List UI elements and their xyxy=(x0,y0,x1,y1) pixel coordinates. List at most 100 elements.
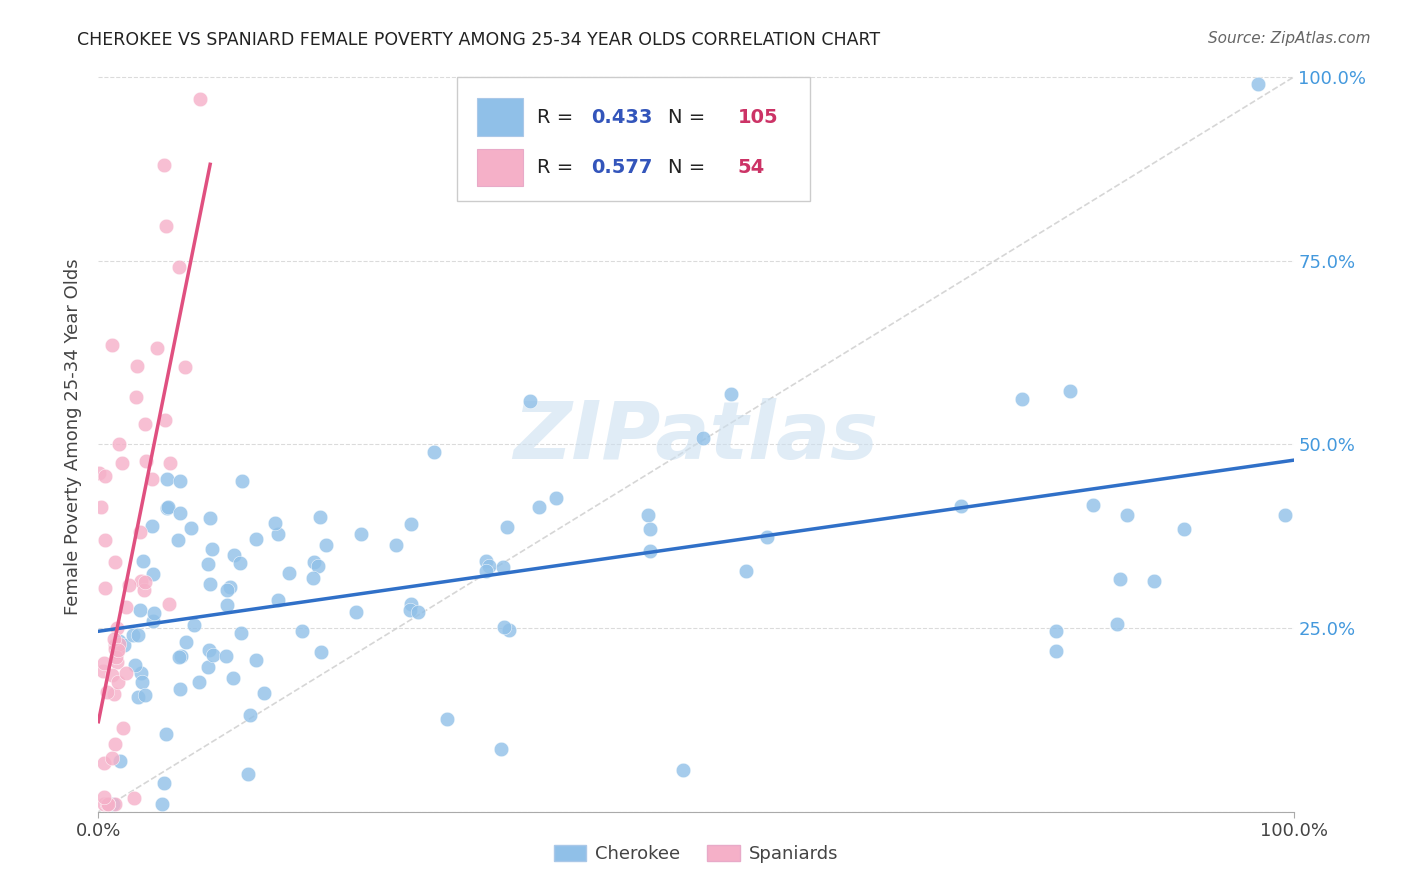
Point xyxy=(155,219,177,234)
Point xyxy=(637,508,659,523)
Point xyxy=(107,637,129,651)
Point xyxy=(103,632,125,646)
Point xyxy=(229,626,252,640)
Point xyxy=(142,614,165,628)
Point xyxy=(169,681,191,696)
Point xyxy=(131,675,153,690)
Point xyxy=(97,797,120,812)
Point xyxy=(949,500,972,514)
Point xyxy=(167,260,190,274)
Point xyxy=(143,606,166,620)
Point xyxy=(734,564,756,578)
Point xyxy=(307,558,329,573)
Point xyxy=(290,624,312,639)
Text: 105: 105 xyxy=(738,108,779,127)
Point xyxy=(105,645,128,659)
Point xyxy=(217,583,239,598)
Point xyxy=(89,466,111,480)
Point xyxy=(128,602,150,616)
Point xyxy=(104,638,127,652)
Point xyxy=(638,544,661,558)
Point xyxy=(529,500,551,514)
Point xyxy=(93,790,115,805)
Point xyxy=(159,456,181,470)
Point xyxy=(1143,574,1166,588)
Point xyxy=(107,437,129,451)
Point xyxy=(1045,644,1067,658)
Y-axis label: Female Poverty Among 25-34 Year Olds: Female Poverty Among 25-34 Year Olds xyxy=(65,259,83,615)
Point xyxy=(498,624,520,638)
Point xyxy=(1107,617,1129,632)
Point xyxy=(253,685,276,699)
Point xyxy=(96,797,118,812)
Point xyxy=(105,621,128,635)
Point xyxy=(399,603,422,617)
Point xyxy=(756,530,779,544)
Point xyxy=(1045,624,1067,638)
Point xyxy=(344,605,367,619)
Point xyxy=(125,390,148,404)
Point xyxy=(96,797,118,812)
Point xyxy=(546,491,568,505)
Point xyxy=(111,722,134,736)
Point xyxy=(1011,392,1033,407)
Point xyxy=(197,558,219,572)
Point xyxy=(150,797,173,812)
Point xyxy=(153,776,176,790)
Point xyxy=(125,359,148,373)
Point xyxy=(104,554,127,568)
Point xyxy=(399,517,422,532)
Point xyxy=(197,660,219,674)
Point xyxy=(122,791,145,805)
Point xyxy=(104,797,127,812)
Point xyxy=(301,571,323,585)
Point xyxy=(200,542,222,557)
Point xyxy=(134,688,156,702)
Text: R =: R = xyxy=(537,108,574,127)
Text: R =: R = xyxy=(537,158,574,177)
Point xyxy=(222,549,245,563)
Point xyxy=(170,649,193,664)
Text: Source: ZipAtlas.com: Source: ZipAtlas.com xyxy=(1208,31,1371,46)
Point xyxy=(141,519,163,533)
Point xyxy=(96,797,118,812)
Point xyxy=(309,509,332,524)
Point xyxy=(142,567,165,582)
Point xyxy=(141,472,163,486)
Point xyxy=(231,474,253,488)
Point xyxy=(201,648,224,662)
Point xyxy=(263,516,285,530)
Point xyxy=(423,444,446,458)
Point xyxy=(1081,498,1104,512)
Point xyxy=(132,554,155,568)
Point xyxy=(489,742,512,756)
Point xyxy=(96,685,118,699)
Point xyxy=(229,556,252,570)
Point xyxy=(221,672,243,686)
Point xyxy=(100,668,122,682)
Point xyxy=(94,468,117,483)
Point xyxy=(166,533,188,547)
Point xyxy=(107,675,129,690)
Point xyxy=(94,581,117,595)
Point xyxy=(406,605,429,619)
Point xyxy=(129,665,152,680)
Point xyxy=(1274,508,1296,522)
Point xyxy=(217,599,239,613)
Point xyxy=(105,650,128,665)
Point xyxy=(108,634,131,648)
Text: ZIPatlas: ZIPatlas xyxy=(513,398,879,476)
Point xyxy=(436,712,458,726)
Point xyxy=(720,387,742,401)
Point xyxy=(155,413,177,427)
Text: 54: 54 xyxy=(738,158,765,177)
Point xyxy=(108,754,131,768)
Point xyxy=(492,560,515,574)
Point xyxy=(492,620,515,634)
Point xyxy=(110,456,132,470)
Point xyxy=(169,506,191,520)
Point xyxy=(1059,384,1081,398)
FancyBboxPatch shape xyxy=(457,78,810,201)
Point xyxy=(134,417,156,431)
Point xyxy=(157,597,180,611)
